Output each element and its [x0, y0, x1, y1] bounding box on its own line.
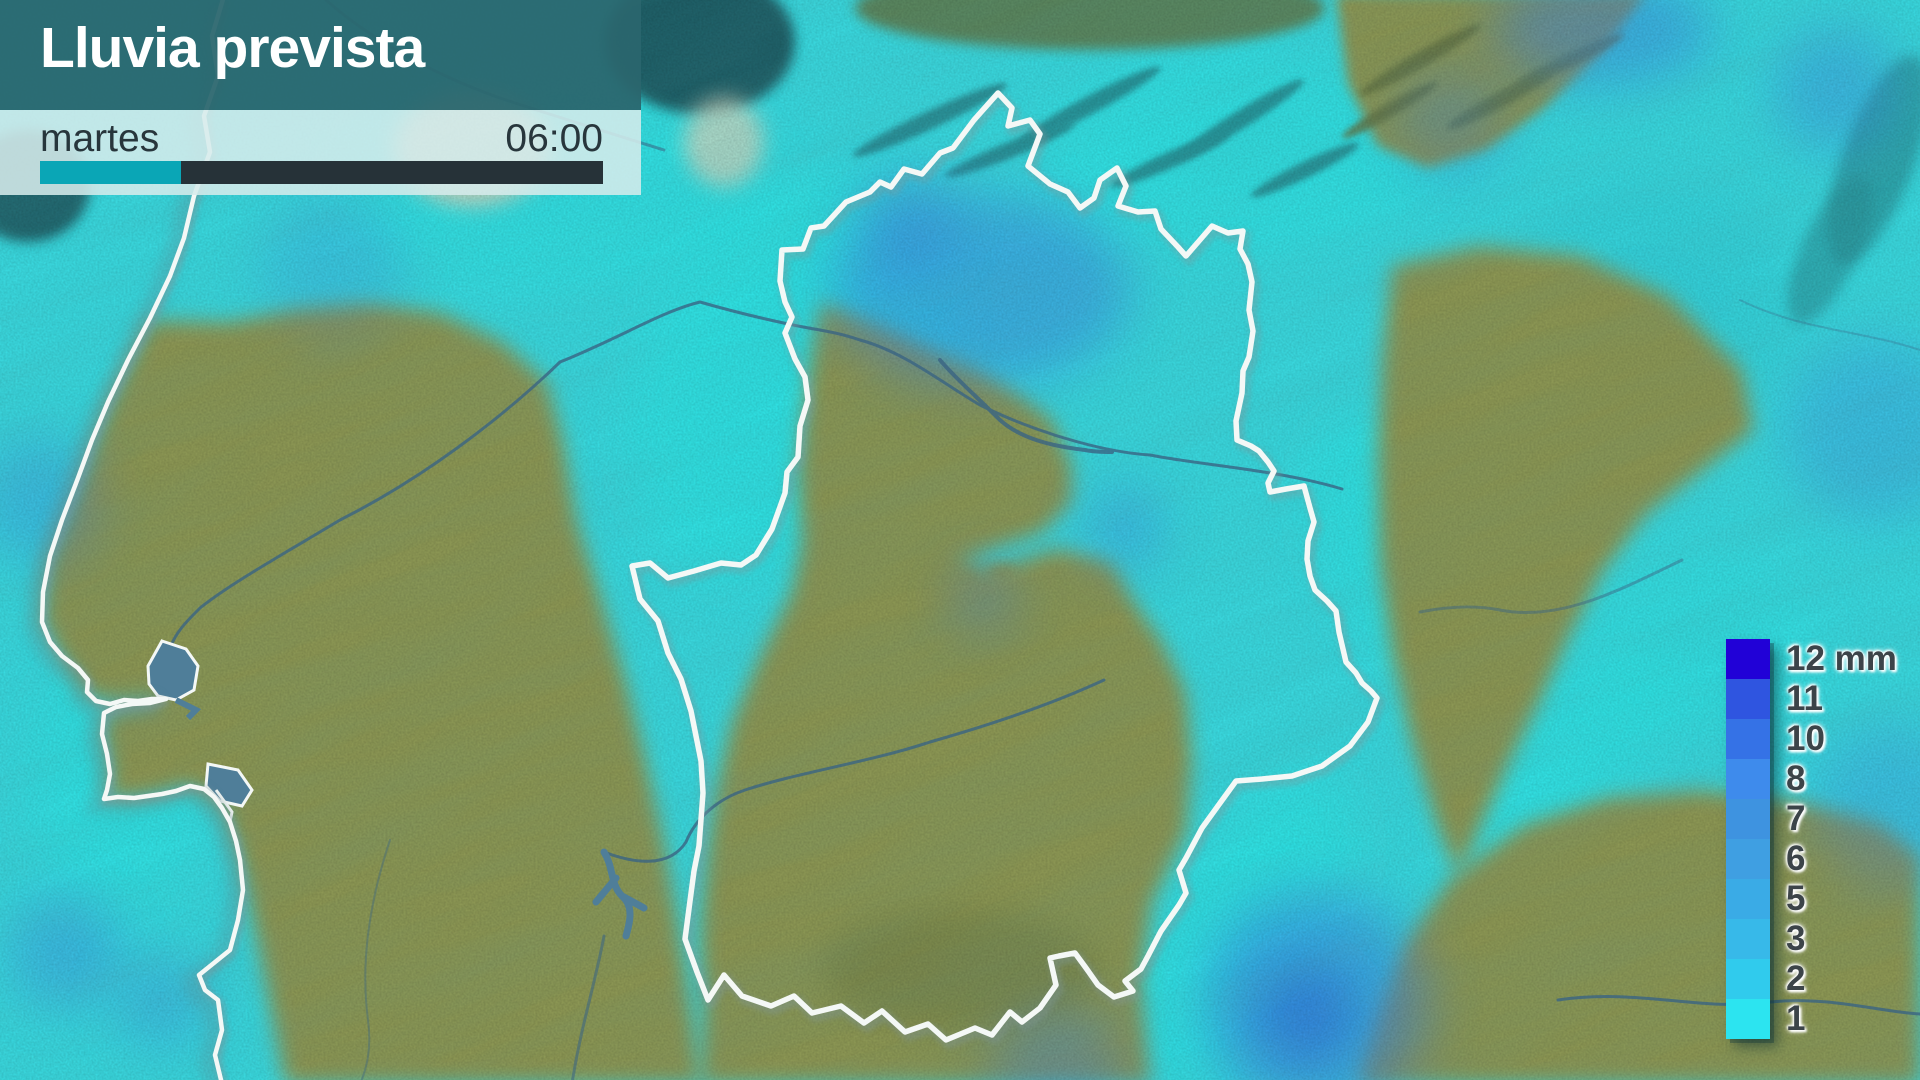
alqueva-reservoir — [592, 848, 648, 940]
header-subtitle-band: martes 06:00 — [0, 110, 641, 195]
sado-estuary — [204, 762, 254, 808]
legend-color-step — [1726, 839, 1770, 879]
legend-value-label: 6 — [1786, 839, 1806, 878]
day-label: martes — [40, 117, 160, 160]
legend-value-label: 2 — [1786, 959, 1806, 998]
legend-value-label: 10 — [1786, 719, 1825, 758]
legend-color-step — [1726, 799, 1770, 839]
legend-value-label: 12 mm — [1786, 639, 1897, 678]
legend-value-label: 11 — [1786, 679, 1823, 718]
time-label: 06:00 — [505, 117, 603, 160]
timeline-progress-bar[interactable] — [40, 161, 603, 184]
page-title: Lluvia prevista — [40, 16, 425, 80]
forecast-header-panel: Lluvia prevista martes 06:00 — [0, 0, 641, 195]
legend-color-step — [1726, 959, 1770, 999]
legend-color-step — [1726, 999, 1770, 1039]
legend-value-label: 8 — [1786, 759, 1806, 798]
legend-color-step — [1726, 679, 1770, 719]
header-title-band: Lluvia prevista — [0, 0, 641, 110]
river-guadiana — [602, 678, 1106, 863]
legend-value-label: 3 — [1786, 919, 1806, 958]
legend-value-label: 1 — [1786, 999, 1806, 1038]
legend-color-step — [1726, 919, 1770, 959]
legend-labels: 12 mm 11 10 8 7 6 5 3 2 1 — [1786, 639, 1897, 1039]
legend-color-step — [1726, 719, 1770, 759]
river-tagus — [168, 300, 1344, 650]
legend-value-label: 5 — [1786, 879, 1806, 918]
legend-color-bar — [1726, 639, 1770, 1039]
legend-value-label: 7 — [1786, 799, 1806, 838]
legend-color-step — [1726, 639, 1770, 679]
water-bodies — [146, 639, 648, 940]
timeline-progress-done — [40, 161, 181, 184]
legend-color-step — [1726, 879, 1770, 919]
legend-color-step — [1726, 759, 1770, 799]
